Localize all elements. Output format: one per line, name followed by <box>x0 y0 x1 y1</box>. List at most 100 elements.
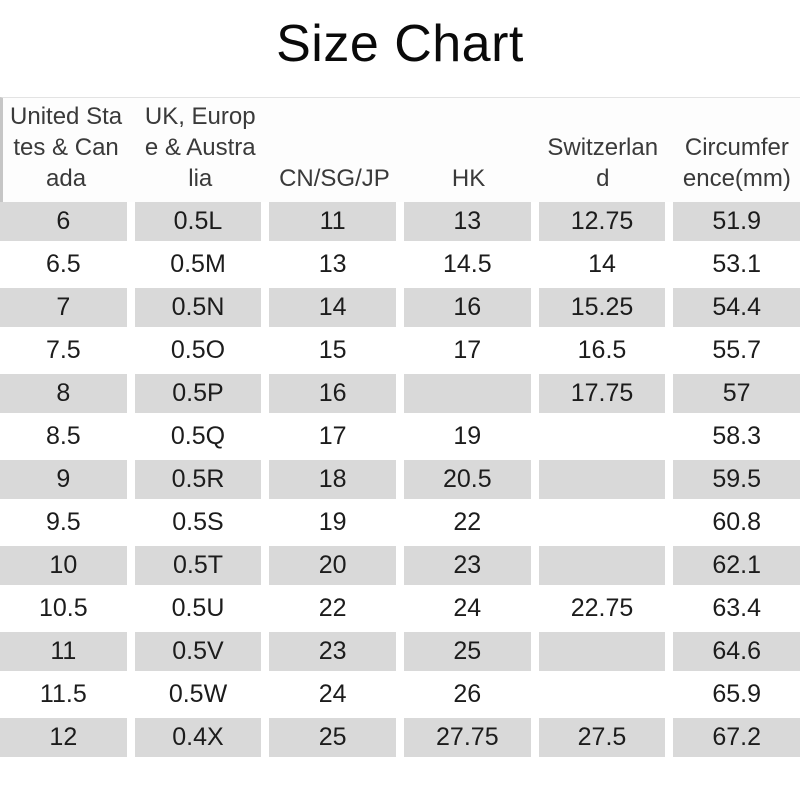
table-cell: 55.7 <box>673 331 800 370</box>
table-row: 12 0.4X 25 27.75 27.5 67.2 <box>0 718 800 757</box>
table-cell: 7.5 <box>0 331 127 370</box>
table-row: 8.5 0.5Q 17 19 58.3 <box>0 417 800 456</box>
table-cell: 20 <box>269 546 396 585</box>
page-title: Size Chart <box>276 15 524 73</box>
table-cell: 11.5 <box>0 675 127 714</box>
table-cell: 51.9 <box>673 202 800 241</box>
table-cell <box>538 675 666 714</box>
table-cell: 54.4 <box>673 288 800 327</box>
table-cell: 14 <box>538 245 666 284</box>
table-cell: 9 <box>0 460 127 499</box>
table-cell: 7 <box>0 288 127 327</box>
table-cell: 63.4 <box>673 589 800 628</box>
table-cell: 0.5S <box>134 503 262 542</box>
table-row: 9.5 0.5S 19 22 60.8 <box>0 503 800 542</box>
table-cell: 0.5V <box>134 632 262 671</box>
table-cell: 0.5U <box>134 589 262 628</box>
table-cell: 0.5T <box>134 546 262 585</box>
column-header-switzerland: Switzerland <box>547 134 659 192</box>
table-cell: 13 <box>403 202 531 241</box>
table-cell: 19 <box>403 417 531 456</box>
table-body: 6 0.5L 11 13 12.75 51.9 6.5 0.5M 13 14.5 14 53.1 7 0.… <box>0 202 800 757</box>
table-cell: 11 <box>269 202 396 241</box>
table-row: 11.5 0.5W 24 26 65.9 <box>0 675 800 714</box>
column-header-cn-sg-jp: CN/SG/JP <box>279 165 390 192</box>
table-cell: 0.5O <box>134 331 262 370</box>
table-cell: 53.1 <box>673 245 800 284</box>
table-row: 10 0.5T 20 23 62.1 <box>0 546 800 585</box>
table-cell: 10 <box>0 546 127 585</box>
table-row: 6 0.5L 11 13 12.75 51.9 <box>0 202 800 241</box>
table-cell: 59.5 <box>673 460 800 499</box>
table-cell: 0.5M <box>134 245 262 284</box>
table-cell: 20.5 <box>403 460 531 499</box>
table-cell: 15.25 <box>538 288 666 327</box>
table-cell: 16.5 <box>538 331 666 370</box>
table-row: 7 0.5N 14 16 15.25 54.4 <box>0 288 800 327</box>
table-cell: 22 <box>269 589 396 628</box>
table-cell: 24 <box>269 675 396 714</box>
table-cell: 8.5 <box>0 417 127 456</box>
table-cell <box>403 374 531 413</box>
table-cell: 0.5P <box>134 374 262 413</box>
column-header-uk-europe-australia: UK, Europe & Australia <box>144 103 256 192</box>
table-cell: 22 <box>403 503 531 542</box>
table-cell: 6.5 <box>0 245 127 284</box>
column-header-hk: HK <box>451 165 486 192</box>
table-cell: 62.1 <box>673 546 800 585</box>
table-cell: 0.5N <box>134 288 262 327</box>
table-cell: 27.75 <box>403 718 531 757</box>
table-cell <box>538 417 666 456</box>
table-cell: 0.4X <box>134 718 262 757</box>
table-cell: 12 <box>0 718 127 757</box>
table-cell: 15 <box>269 331 396 370</box>
table-cell: 10.5 <box>0 589 127 628</box>
table-cell <box>538 632 666 671</box>
table-cell: 19 <box>269 503 396 542</box>
table-cell: 67.2 <box>673 718 800 757</box>
table-cell: 14 <box>269 288 396 327</box>
table-cell <box>538 503 666 542</box>
table-cell: 11 <box>0 632 127 671</box>
table-cell <box>538 546 666 585</box>
table-cell: 16 <box>403 288 531 327</box>
table-cell: 65.9 <box>673 675 800 714</box>
table-row: 6.5 0.5M 13 14.5 14 53.1 <box>0 245 800 284</box>
table-cell: 25 <box>269 718 396 757</box>
table-cell: 25 <box>403 632 531 671</box>
table-cell <box>538 460 666 499</box>
table-row: 9 0.5R 18 20.5 59.5 <box>0 460 800 499</box>
table-row: 11 0.5V 23 25 64.6 <box>0 632 800 671</box>
table-cell: 16 <box>269 374 396 413</box>
size-chart-table: United States & Canada UK, Europe & Aust… <box>0 97 800 757</box>
table-cell: 13 <box>269 245 396 284</box>
table-cell: 18 <box>269 460 396 499</box>
table-cell: 60.8 <box>673 503 800 542</box>
table-cell: 64.6 <box>673 632 800 671</box>
table-row: 8 0.5P 16 17.75 57 <box>0 374 800 413</box>
table-cell: 23 <box>403 546 531 585</box>
table-cell: 22.75 <box>538 589 666 628</box>
table-row: 10.5 0.5U 22 24 22.75 63.4 <box>0 589 800 628</box>
table-cell: 12.75 <box>538 202 666 241</box>
table-cell: 9.5 <box>0 503 127 542</box>
table-cell: 14.5 <box>403 245 531 284</box>
table-cell: 6 <box>0 202 127 241</box>
table-cell: 17 <box>269 417 396 456</box>
table-cell: 24 <box>403 589 531 628</box>
table-cell: 58.3 <box>673 417 800 456</box>
table-header-row: United States & Canada UK, Europe & Aust… <box>0 97 800 202</box>
table-cell: 8 <box>0 374 127 413</box>
column-header-circumference: Circumference(mm) <box>682 134 791 192</box>
table-cell: 57 <box>673 374 800 413</box>
column-header-us-canada: United States & Canada <box>10 103 123 192</box>
table-cell: 17 <box>403 331 531 370</box>
table-row: 7.5 0.5O 15 17 16.5 55.7 <box>0 331 800 370</box>
table-cell: 0.5Q <box>134 417 262 456</box>
table-cell: 27.5 <box>538 718 666 757</box>
table-cell: 23 <box>269 632 396 671</box>
table-cell: 17.75 <box>538 374 666 413</box>
table-cell: 0.5L <box>134 202 262 241</box>
table-cell: 0.5W <box>134 675 262 714</box>
